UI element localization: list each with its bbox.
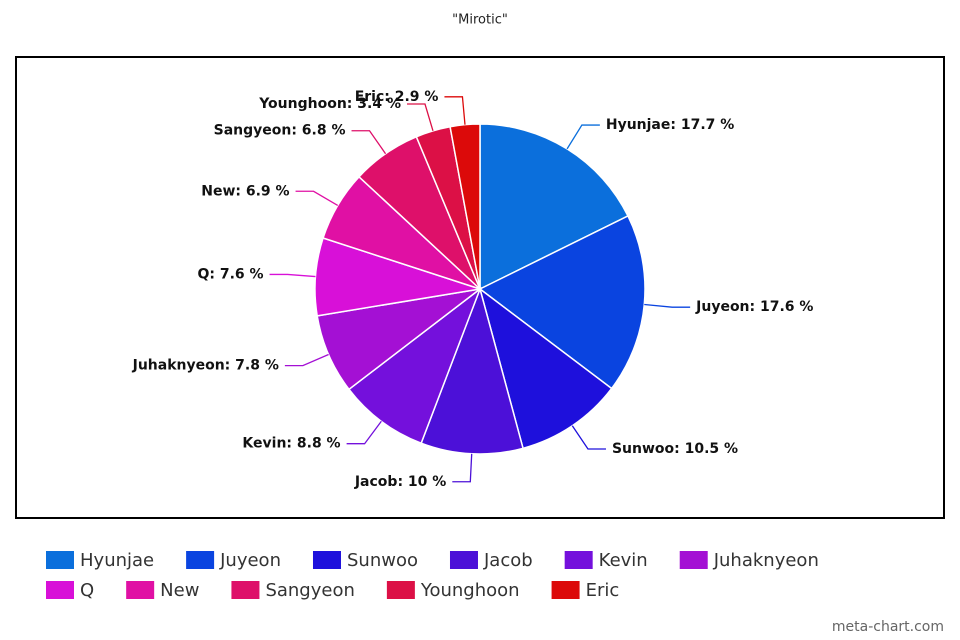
legend-swatch [449, 551, 478, 569]
leader-line [284, 353, 329, 367]
data-label: Jacob: 10 % [354, 474, 446, 490]
legend-swatch [186, 551, 215, 569]
data-label: Juhaknyeon: 7.8 % [132, 358, 279, 374]
legend-label: Hyunjae [80, 550, 154, 571]
legend-label: Kevin [599, 550, 648, 571]
leader-line [452, 453, 473, 483]
legend-label: Sangyeon [265, 580, 354, 601]
leader-line [571, 425, 606, 450]
legend-label: Eric [586, 580, 620, 601]
legend-swatch [551, 581, 580, 599]
legend-label: Jacob [483, 550, 533, 571]
pie-slice [420, 286, 524, 455]
leader-line [566, 124, 600, 150]
legend-swatch [312, 551, 341, 569]
pie-slice [347, 286, 482, 445]
chart-title: "Mirotic" [452, 13, 508, 28]
data-label: Juyeon: 17.6 % [695, 299, 813, 315]
data-label: Q: 7.6 % [197, 266, 263, 282]
legend-swatch [46, 581, 74, 599]
legend-swatch [231, 581, 260, 599]
pie-slice [478, 214, 646, 390]
legend-label: Juyeon [219, 550, 281, 571]
data-label: Younghoon: 3.4 % [258, 96, 401, 112]
data-label: Hyunjae: 17.7 % [606, 117, 734, 133]
legend-swatch [386, 581, 415, 599]
data-label: Eric: 2.9 % [355, 89, 439, 105]
leader-line [644, 303, 691, 308]
legend-label: Q [80, 580, 94, 601]
watermark: meta-chart.com [832, 619, 944, 635]
leader-line [295, 190, 339, 207]
plot-frame [15, 56, 945, 519]
leader-line [444, 96, 466, 125]
leader-line [351, 130, 387, 155]
legend-label: Juhaknyeon [713, 550, 819, 571]
legend-swatch [126, 581, 155, 599]
legend-label: Younghoon [420, 580, 520, 601]
pie-slice [449, 123, 481, 290]
data-label: Sunwoo: 10.5 % [612, 441, 738, 457]
legend-swatch [679, 551, 708, 569]
data-label: Kevin: 8.8 % [242, 436, 340, 452]
legend-swatch [564, 551, 593, 569]
leader-line [346, 420, 382, 445]
legend-label: Sunwoo [347, 550, 418, 571]
leader-line [269, 273, 316, 278]
legend-label: New [160, 580, 199, 601]
data-label: Sangyeon: 6.8 % [214, 123, 346, 139]
data-label: New: 6.9 % [201, 183, 289, 199]
legend-swatch [46, 551, 74, 569]
leader-line [406, 103, 434, 132]
